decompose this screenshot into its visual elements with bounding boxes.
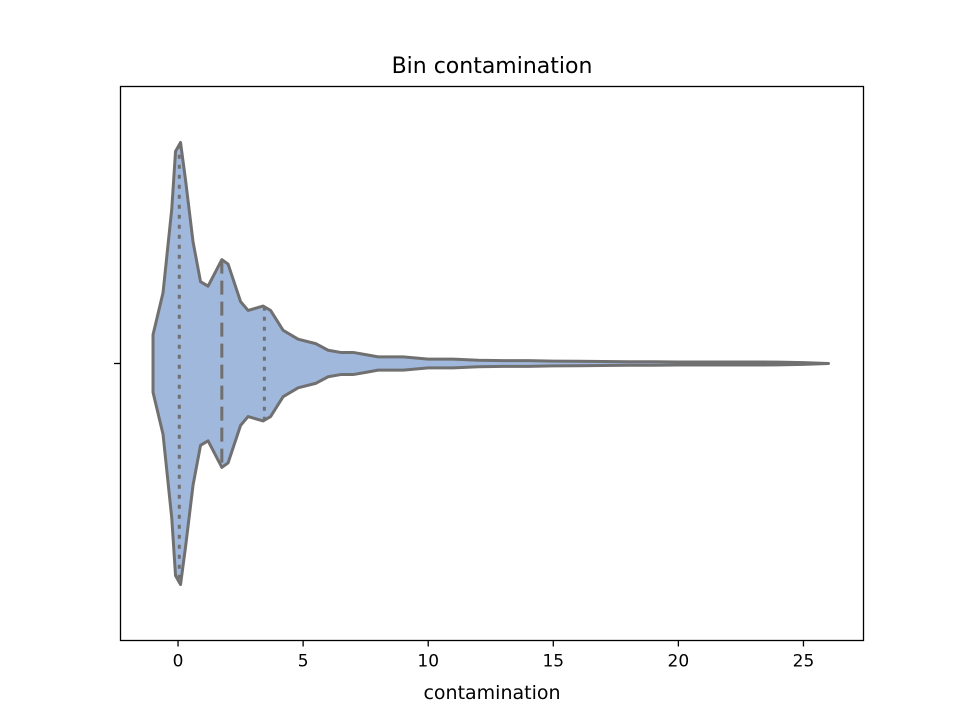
x-tick-label: 20 [668,652,690,672]
quartile-layer [177,144,266,583]
violin-layer [151,141,830,586]
violin-body [151,141,830,586]
x-axis-ticks: 0 5 10 15 20 25 [173,640,815,672]
x-tick-label: 10 [417,652,439,672]
x-tick-label: 5 [298,652,309,672]
x-tick-label: 25 [793,652,815,672]
chart-title: Bin contamination [392,54,593,79]
x-tick-label: 15 [542,652,564,672]
x-axis-title: contamination [423,682,560,704]
x-tick-label: 0 [173,652,184,672]
